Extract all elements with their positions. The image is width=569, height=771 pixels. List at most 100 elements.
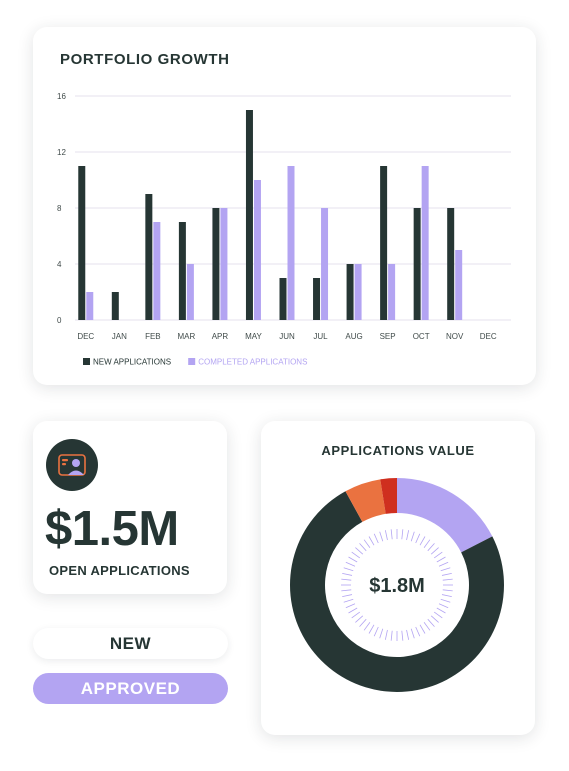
donut-tick: [419, 624, 426, 634]
legend-swatch: [188, 358, 196, 365]
donut-tick: [348, 607, 358, 614]
donut-tick: [406, 530, 410, 541]
x-tick-label: APR: [212, 332, 229, 341]
donut-tick: [351, 551, 361, 559]
donut-tick: [427, 543, 435, 552]
approved-status-button[interactable]: APPROVED: [33, 673, 228, 704]
x-tick-label: FEB: [145, 332, 161, 341]
donut-tick: [433, 551, 443, 559]
x-tick-label: MAR: [177, 332, 195, 341]
new-applications-bar: [245, 110, 253, 320]
donut-tick: [355, 547, 364, 555]
open-applications-label: OPEN APPLICATIONS: [49, 563, 190, 578]
donut-tick: [427, 618, 435, 627]
new-applications-bar: [78, 166, 86, 320]
donut-segment: [380, 478, 397, 514]
new-applications-bar: [380, 166, 388, 320]
x-tick-label: AUG: [345, 332, 362, 341]
completed-applications-bar: [86, 292, 94, 320]
donut-tick: [406, 629, 410, 640]
donut-tick: [373, 533, 379, 544]
new-applications-bar: [212, 208, 220, 320]
new-applications-bar: [145, 194, 153, 320]
x-tick-label: NOV: [446, 332, 464, 341]
x-tick-label: JUN: [279, 332, 295, 341]
donut-segment: [397, 478, 493, 553]
x-tick-label: JUL: [313, 332, 328, 341]
completed-applications-bar: [388, 264, 396, 320]
applicant-card-icon: [46, 439, 98, 491]
new-applications-bar: [313, 278, 321, 320]
portfolio-growth-chart: 0 4 8 12 16 DEC JAN FEB MAR APR MAY JUN JUL AUG SEP OCT…: [57, 92, 511, 367]
completed-applications-bar: [186, 264, 194, 320]
donut-tick: [401, 529, 404, 540]
donut-tick: [442, 589, 453, 592]
donut-tick: [438, 603, 449, 609]
donut-tick: [442, 578, 453, 581]
open-applications-amount: $1.5M: [45, 502, 179, 556]
y-tick-label: 16: [57, 92, 66, 101]
donut-tick: [390, 529, 393, 540]
donut-tick: [415, 626, 421, 637]
x-tick-label: DEC: [77, 332, 94, 341]
donut-tick: [441, 594, 452, 598]
y-tick-label: 0: [57, 316, 62, 325]
portfolio-growth-card: PORTFOLIO GROWTH 0 4 8 12 16 DEC JAN FEB MAR APR M…: [33, 27, 536, 385]
completed-applications-bar: [253, 180, 261, 320]
donut-tick: [345, 561, 356, 567]
donut-tick: [348, 556, 358, 563]
new-status-button[interactable]: NEW: [33, 628, 228, 659]
donut-tick: [363, 621, 371, 631]
new-applications-bar: [346, 264, 354, 320]
y-tick-label: 12: [57, 148, 66, 157]
new-applications-bar: [413, 208, 421, 320]
x-tick-label: DEC: [480, 332, 497, 341]
donut-tick: [390, 630, 393, 641]
completed-applications-bar: [421, 166, 429, 320]
completed-applications-bar: [455, 250, 463, 320]
donut-tick: [373, 626, 379, 637]
donut-segment: [345, 479, 386, 522]
donut-tick: [423, 621, 431, 631]
donut-tick: [430, 615, 439, 623]
donut-tick: [441, 572, 452, 576]
donut-tick: [351, 611, 361, 619]
donut-tick: [440, 598, 451, 603]
donut-tick: [368, 536, 375, 546]
legend-swatch: [83, 358, 90, 365]
new-applications-bar: [279, 278, 287, 320]
donut-tick: [355, 615, 364, 623]
donut-tick: [379, 531, 384, 542]
donut-tick: [368, 624, 375, 634]
donut-tick: [343, 598, 354, 603]
x-tick-label: MAY: [245, 332, 262, 341]
donut-tick: [343, 567, 354, 572]
donut-tick: [436, 556, 446, 563]
donut-tick: [384, 629, 388, 640]
donut-tick: [423, 539, 431, 549]
x-tick-label: OCT: [413, 332, 430, 341]
donut-tick: [341, 589, 352, 592]
legend-label: NEW APPLICATIONS: [93, 358, 171, 367]
donut-tick: [430, 547, 439, 555]
donut-tick: [401, 630, 404, 641]
donut-tick: [345, 603, 356, 609]
completed-applications-bar: [220, 208, 228, 320]
donut-tick: [410, 531, 415, 542]
donut-tick: [415, 533, 421, 544]
donut-tick: [341, 578, 352, 581]
applications-value-title: APPLICATIONS VALUE: [321, 443, 475, 458]
donut-segment: [290, 491, 504, 692]
donut-tick: [440, 567, 451, 572]
donut-tick: [342, 572, 353, 576]
donut-tick: [359, 543, 367, 552]
donut-tick: [379, 628, 384, 639]
y-tick-label: 8: [57, 204, 62, 213]
applications-value-donut: $1.8M: [290, 478, 504, 692]
completed-applications-bar: [287, 166, 295, 320]
applications-value-card: APPLICATIONS VALUE $1.8M: [261, 421, 535, 735]
new-applications-bar: [178, 222, 186, 320]
y-tick-label: 4: [57, 260, 62, 269]
donut-tick: [363, 539, 371, 549]
open-applications-card: $1.5M OPEN APPLICATIONS: [33, 421, 227, 594]
